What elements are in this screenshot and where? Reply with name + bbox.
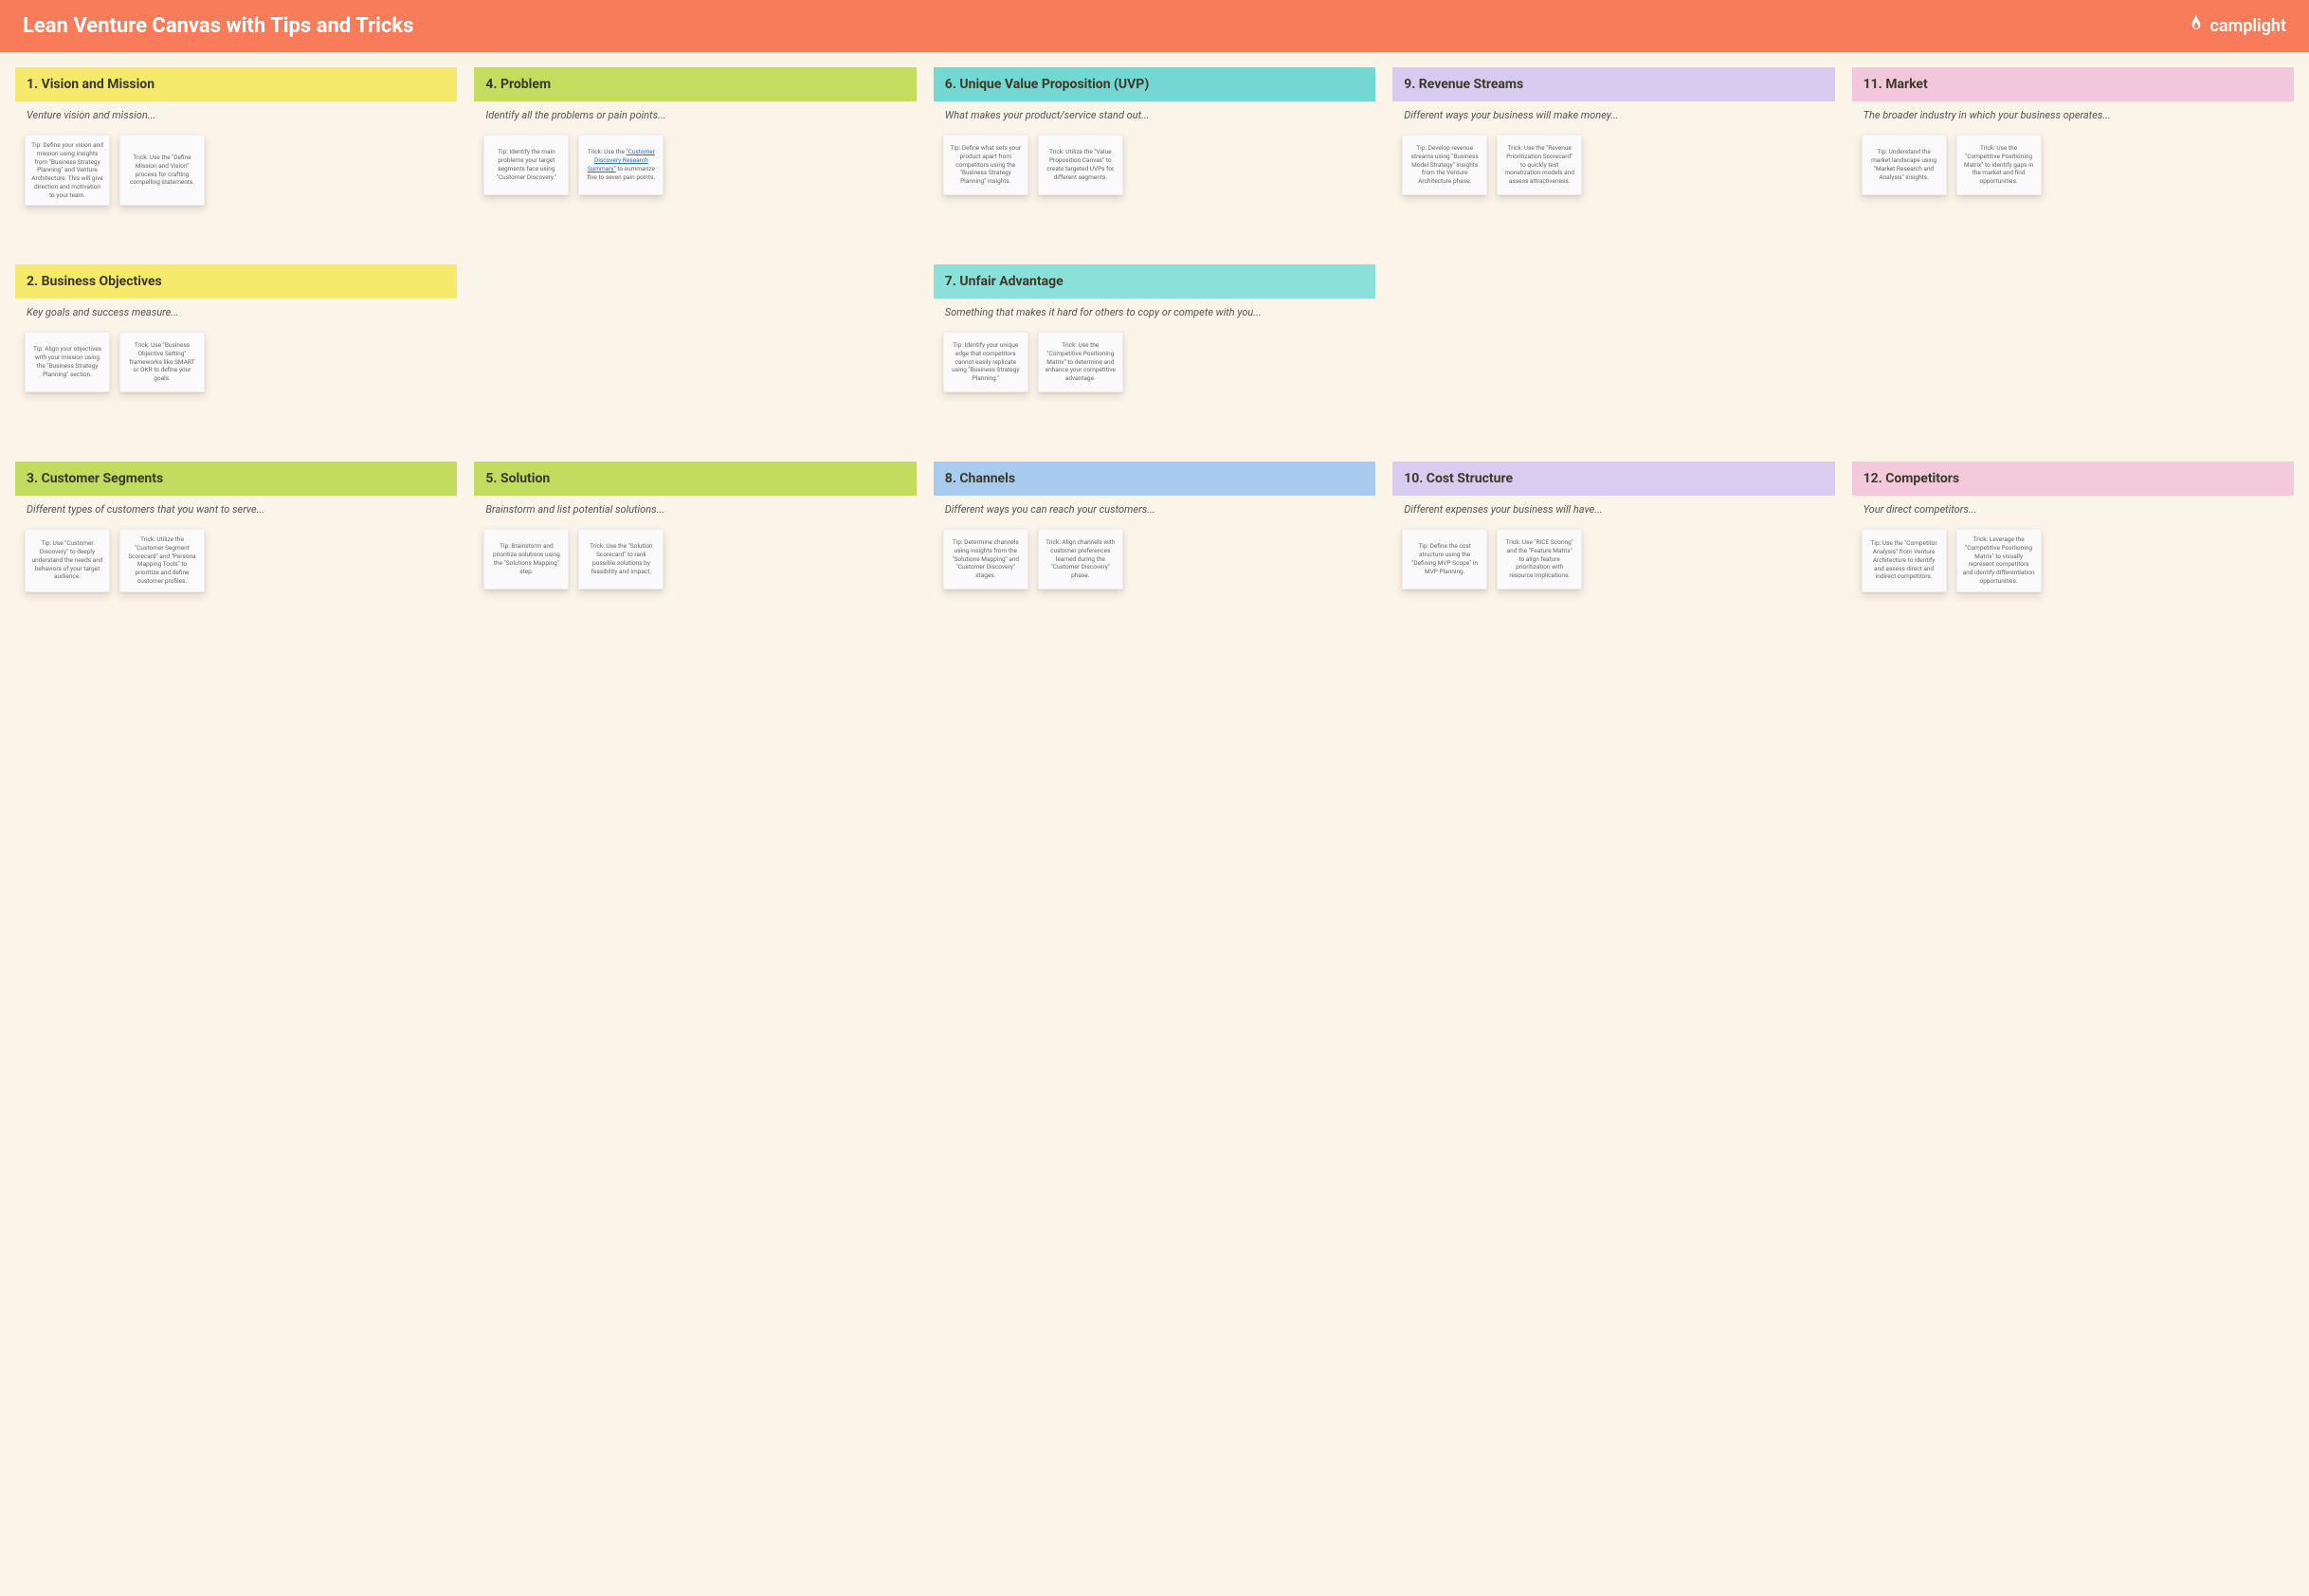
section-title: 8. Channels <box>934 462 1375 496</box>
trick-note[interactable]: Trick: Use "RICE Scoring" and the "Featu… <box>1497 529 1582 589</box>
section-title: 6. Unique Value Proposition (UVP) <box>934 67 1375 101</box>
notes-row: Tip: Use the "Competitor Analysis" from … <box>1852 525 2294 606</box>
notes-row: Tip: Align your objectives with your mis… <box>15 328 457 406</box>
section-title: 4. Problem <box>474 67 916 101</box>
section-revenue: 9. Revenue Streams Different ways your b… <box>1392 67 1834 444</box>
section-subtitle: Venture vision and mission... <box>15 101 457 131</box>
section-cost: 10. Cost Structure Different expenses yo… <box>1392 462 1834 642</box>
notes-row: Tip: Identify the main problems your tar… <box>474 131 916 209</box>
notes-row: Tip: Define what sets your product apart… <box>934 131 1375 209</box>
canvas-grid: 1. Vision and Mission Venture vision and… <box>0 52 2309 657</box>
section-competitors: 12. Competitors Your direct competitors.… <box>1852 462 2294 642</box>
trick-note[interactable]: Trick: Utilize the "Customer Segment Sco… <box>119 529 205 592</box>
tip-note[interactable]: Tip: Use the "Competitor Analysis" from … <box>1862 529 1947 592</box>
brand-logo: camplight <box>2188 13 2287 39</box>
section-vision: 1. Vision and Mission Venture vision and… <box>15 67 457 247</box>
canvas-page: Lean Venture Canvas with Tips and Tricks… <box>0 0 2309 1596</box>
trick-pre: Trick: Use the <box>588 148 627 155</box>
section-title: 9. Revenue Streams <box>1392 67 1834 101</box>
section-title: 11. Market <box>1852 67 2294 101</box>
section-subtitle: Different expenses your business will ha… <box>1392 496 1834 525</box>
trick-note[interactable]: Trick: Leverage the "Competitive Positio… <box>1956 529 2042 592</box>
page-title: Lean Venture Canvas with Tips and Tricks <box>23 14 413 38</box>
tip-note[interactable]: Tip: Define your vision and mission usin… <box>25 135 110 206</box>
notes-row: Tip: Brainstorm and prioritize solutions… <box>474 525 916 603</box>
notes-row: Tip: Define your vision and mission usin… <box>15 131 457 219</box>
flame-icon <box>2188 13 2205 39</box>
section-segments: 3. Customer Segments Different types of … <box>15 462 457 642</box>
section-subtitle: The broader industry in which your busin… <box>1852 101 2294 131</box>
tip-note[interactable]: Tip: Define what sets your product apart… <box>943 135 1028 195</box>
section-title: 3. Customer Segments <box>15 462 457 496</box>
tip-note[interactable]: Tip: Align your objectives with your mis… <box>25 332 110 392</box>
tip-note[interactable]: Tip: Identify your unique edge that comp… <box>943 332 1028 392</box>
notes-row: Tip: Use "Customer Discovery" to deeply … <box>15 525 457 606</box>
section-unfair: 7. Unfair Advantage Something that makes… <box>934 264 1375 444</box>
tip-note[interactable]: Tip: Brainstorm and prioritize solutions… <box>483 529 569 589</box>
tip-note[interactable]: Tip: Determine channels using insights f… <box>943 529 1028 589</box>
trick-note[interactable]: Trick: Use the "Revenue Prioritization S… <box>1497 135 1582 195</box>
section-title: 7. Unfair Advantage <box>934 264 1375 299</box>
section-title: 2. Business Objectives <box>15 264 457 299</box>
trick-note[interactable]: Trick: Utilize the "Value Proposition Ca… <box>1038 135 1123 195</box>
section-subtitle: Brainstorm and list potential solutions.… <box>474 496 916 525</box>
notes-row: Tip: Understand the market landscape usi… <box>1852 131 2294 209</box>
tip-note[interactable]: Tip: Develop revenue streams using "Busi… <box>1402 135 1487 195</box>
section-problem: 4. Problem Identify all the problems or … <box>474 67 916 444</box>
section-title: 1. Vision and Mission <box>15 67 457 101</box>
trick-note[interactable]: Trick: Use the "Solution Scorecard" to r… <box>578 529 664 589</box>
section-solution: 5. Solution Brainstorm and list potentia… <box>474 462 916 642</box>
section-subtitle: Different types of customers that you wa… <box>15 496 457 525</box>
notes-row: Tip: Define the cost structure using the… <box>1392 525 1834 603</box>
trick-note[interactable]: Trick: Use the "Define Mission and Visio… <box>119 135 205 206</box>
section-subtitle: What makes your product/service stand ou… <box>934 101 1375 131</box>
trick-note[interactable]: Trick: Use the "Competitive Positioning … <box>1956 135 2042 195</box>
section-subtitle: Your direct competitors... <box>1852 496 2294 525</box>
tip-note[interactable]: Tip: Identify the main problems your tar… <box>483 135 569 195</box>
section-title: 5. Solution <box>474 462 916 496</box>
section-subtitle: Key goals and success measure... <box>15 299 457 328</box>
section-subtitle: Different ways your business will make m… <box>1392 101 1834 131</box>
tip-note[interactable]: Tip: Define the cost structure using the… <box>1402 529 1487 589</box>
tip-note[interactable]: Tip: Understand the market landscape usi… <box>1862 135 1947 195</box>
section-subtitle: Something that makes it hard for others … <box>934 299 1375 328</box>
notes-row: Tip: Develop revenue streams using "Busi… <box>1392 131 1834 209</box>
section-title: 10. Cost Structure <box>1392 462 1834 496</box>
col-3-top: 6. Unique Value Proposition (UVP) What m… <box>934 67 1375 444</box>
trick-note[interactable]: Trick: Use "Business Objective Setting" … <box>119 332 205 392</box>
trick-note[interactable]: Trick: Align channels with customer pref… <box>1038 529 1123 589</box>
page-header: Lean Venture Canvas with Tips and Tricks… <box>0 0 2309 52</box>
section-subtitle: Identify all the problems or pain points… <box>474 101 916 131</box>
section-uvp: 6. Unique Value Proposition (UVP) What m… <box>934 67 1375 247</box>
section-title: 12. Competitors <box>1852 462 2294 496</box>
section-subtitle: Different ways you can reach your custom… <box>934 496 1375 525</box>
tip-note[interactable]: Tip: Use "Customer Discovery" to deeply … <box>25 529 110 592</box>
brand-name: camplight <box>2210 16 2287 36</box>
trick-note[interactable]: Trick: Use the "Customer Discovery Resea… <box>578 135 664 195</box>
notes-row: Tip: Identify your unique edge that comp… <box>934 328 1375 406</box>
section-market: 11. Market The broader industry in which… <box>1852 67 2294 444</box>
trick-note[interactable]: Trick: Use the "Competitive Positioning … <box>1038 332 1123 392</box>
col-1-top: 1. Vision and Mission Venture vision and… <box>15 67 457 444</box>
notes-row: Tip: Determine channels using insights f… <box>934 525 1375 603</box>
section-channels: 8. Channels Different ways you can reach… <box>934 462 1375 642</box>
section-objectives: 2. Business Objectives Key goals and suc… <box>15 264 457 444</box>
